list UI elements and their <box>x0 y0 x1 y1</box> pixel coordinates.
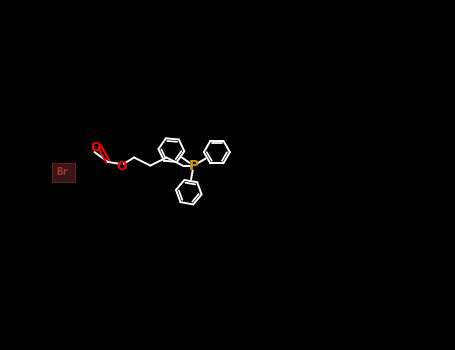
Text: P: P <box>188 159 199 173</box>
Text: O: O <box>91 141 101 154</box>
FancyBboxPatch shape <box>51 162 75 182</box>
Text: O: O <box>116 160 127 173</box>
Text: Br: Br <box>57 167 69 177</box>
